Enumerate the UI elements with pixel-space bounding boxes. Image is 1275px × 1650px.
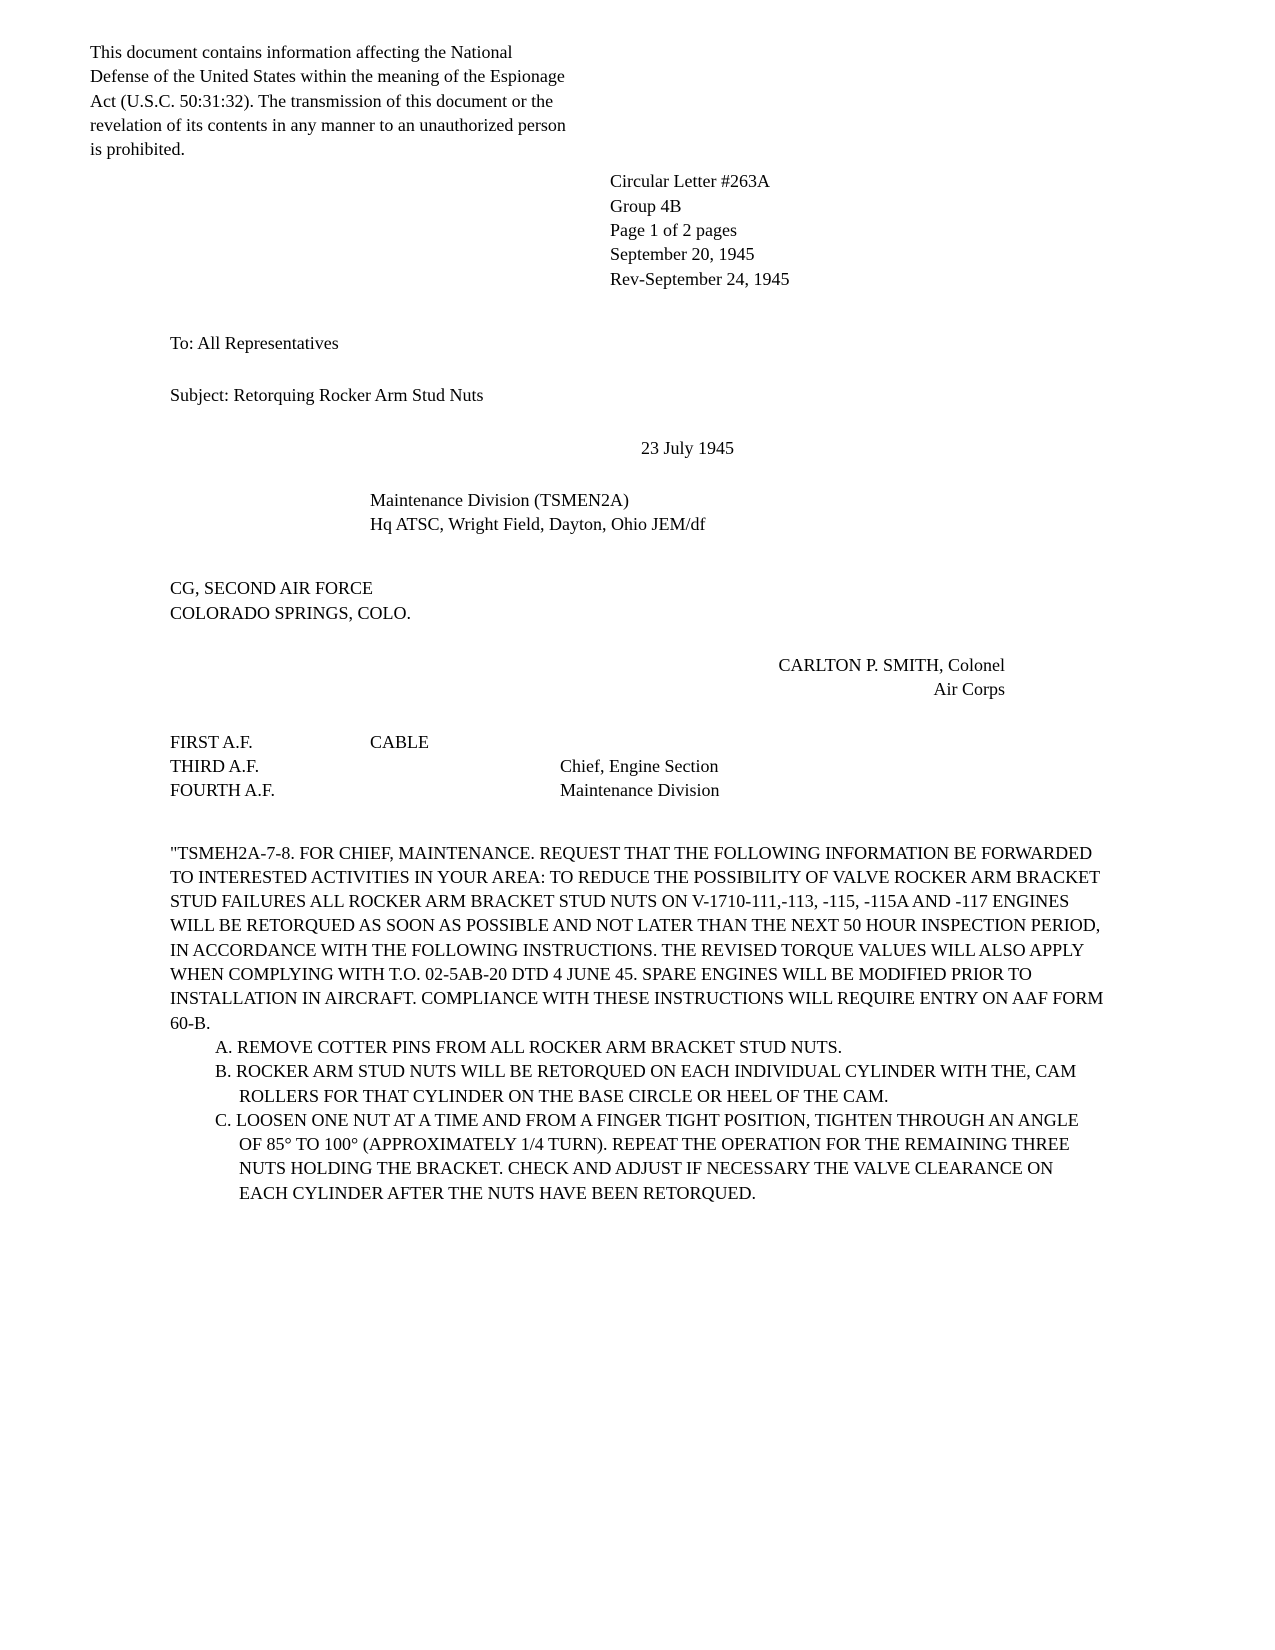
message-item-a: A. REMOVE COTTER PINS FROM ALL ROCKER AR… xyxy=(215,1035,1105,1059)
chief-line-2: Maintenance Division xyxy=(560,778,1185,802)
message-intro: "TSMEH2A-7-8. FOR CHIEF, MAINTENANCE. RE… xyxy=(170,841,1105,1035)
af-line-3: FOURTH A.F. xyxy=(170,778,370,802)
subject-line: Subject: Retorquing Rocker Arm Stud Nuts xyxy=(170,383,1185,407)
cable-label: CABLE xyxy=(370,730,560,803)
message-item-b: B. ROCKER ARM STUD NUTS WILL BE RETORQUE… xyxy=(215,1059,1105,1108)
air-force-list: FIRST A.F. THIRD A.F. FOURTH A.F. xyxy=(170,730,370,803)
cg-address-block: CG, SECOND AIR FORCE COLORADO SPRINGS, C… xyxy=(170,576,1185,625)
signature-name: CARLTON P. SMITH, Colonel xyxy=(580,653,1005,677)
chief-line-1: Chief, Engine Section xyxy=(560,754,1185,778)
cg-line-2: COLORADO SPRINGS, COLO. xyxy=(170,601,1185,625)
message-body: "TSMEH2A-7-8. FOR CHIEF, MAINTENANCE. RE… xyxy=(170,841,1105,1205)
maintenance-line-1: Maintenance Division (TSMEN2A) xyxy=(370,488,1185,512)
document-date: September 20, 1945 xyxy=(610,242,1185,266)
signature-corps: Air Corps xyxy=(580,677,1005,701)
af-line-1: FIRST A.F. xyxy=(170,730,370,754)
circular-letter-number: Circular Letter #263A xyxy=(610,169,1185,193)
classification-notice: This document contains information affec… xyxy=(90,40,570,161)
document-header: Circular Letter #263A Group 4B Page 1 of… xyxy=(610,169,1185,290)
chief-block: Chief, Engine Section Maintenance Divisi… xyxy=(560,730,1185,803)
to-line: To: All Representatives xyxy=(170,331,1185,355)
revision-date: Rev-September 24, 1945 xyxy=(610,267,1185,291)
message-item-c: C. LOOSEN ONE NUT AT A TIME AND FROM A F… xyxy=(215,1108,1105,1205)
af-line-2: THIRD A.F. xyxy=(170,754,370,778)
maintenance-line-2: Hq ATSC, Wright Field, Dayton, Ohio JEM/… xyxy=(370,512,1185,536)
af-cable-row: FIRST A.F. THIRD A.F. FOURTH A.F. CABLE … xyxy=(170,730,1185,803)
maintenance-division-block: Maintenance Division (TSMEN2A) Hq ATSC, … xyxy=(370,488,1185,537)
signature-block: CARLTON P. SMITH, Colonel Air Corps xyxy=(580,653,1185,702)
group-number: Group 4B xyxy=(610,194,1185,218)
cg-line-1: CG, SECOND AIR FORCE xyxy=(170,576,1185,600)
page-number: Page 1 of 2 pages xyxy=(610,218,1185,242)
body-date: 23 July 1945 xyxy=(190,436,1185,460)
